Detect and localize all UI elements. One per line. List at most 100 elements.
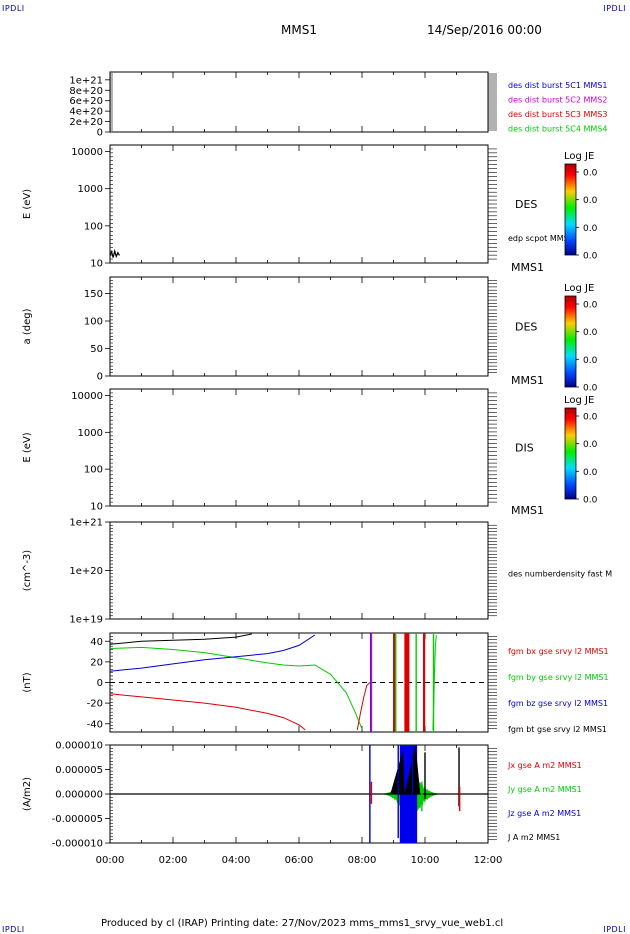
distribution-burst-frame [109,71,489,133]
magnetic-field-series-line [109,633,252,645]
current-density-ylabel: (A/m2) [22,777,33,811]
density-ytick-label: 1e+21 [69,518,103,529]
des-energy-spacecraft-label: MMS1 [511,261,544,274]
des-pitch-ytick-label: 50 [90,344,103,355]
des-pitch-colorbar-tick-label: 0.0 [583,328,598,338]
time-tick-label: 00:00 [96,855,125,866]
density-ytick-label: 1e+20 [69,566,103,577]
des-energy-colorbar-title: Log JE [564,151,594,162]
des-energy-colorbar-tick-label: 0.0 [583,196,598,206]
density-ytick-label: 1e+19 [69,615,103,626]
density-ylabel: (cm^-3) [22,550,33,591]
time-tick-label: 08:00 [348,855,377,866]
des-pitch-spacecraft-label: MMS1 [511,374,544,387]
time-tick-label: 10:00 [411,855,440,866]
current-density-ytick-label: 0.000005 [55,765,103,776]
dis-energy-colorbar [564,407,577,500]
density-legend-entry: des numberdensity fast M [508,570,612,579]
des-pitch-ylabel: a (deg) [22,308,33,344]
des-pitch-colorbar [564,295,577,388]
corner-tag-bottom-right: IPDLI [603,925,626,934]
time-tick-label: 06:00 [285,855,314,866]
des-energy-ytick-label: 1000 [78,184,103,195]
dis-energy-ytick-label: 1000 [78,428,103,439]
time-tick-label: 04:00 [222,855,251,866]
magnetic-field-legend-entry: fgm by gse srvy l2 MMS1 [508,673,609,682]
des-energy-frame [109,144,489,264]
dis-energy-instrument-label: DIS [515,442,534,455]
magnetic-field-legend-entry: fgm bz gse srvy l2 MMS1 [508,699,608,708]
distribution-burst-ytick-label: 1e+21 [69,75,103,86]
des-energy-ytick-label: 10 [90,259,103,270]
magnetic-field-series-line [109,646,363,730]
distribution-burst-ytick-label: 2e+20 [69,117,103,128]
current-density-ytick-label: -0.000005 [52,814,103,825]
des-pitch-colorbar-tick-label: 0.0 [583,301,598,311]
des-pitch-colorbar-title: Log JE [564,283,594,294]
distribution-burst-ytick-label: 0 [97,128,103,139]
magnetic-field-legend-entry: fgm bt gse srvy l2 MMS1 [508,725,607,734]
des-energy-colorbar-tick-label: 0.0 [583,224,598,234]
time-tick-label: 02:00 [159,855,188,866]
des-pitch-ytick-label: 100 [84,317,103,328]
des-energy-ytick-label: 10000 [71,147,103,158]
magnetic-field-ytick-label: 20 [90,657,103,668]
magnetic-field-ytick-label: -40 [87,719,103,730]
footer-credit: Produced by cl (IRAP) Printing date: 27/… [101,918,504,929]
current-density-ytick-label: 0.000010 [55,741,103,752]
des-energy-colorbar-tick-label: 0.0 [583,252,598,262]
magnetic-field-series-line [109,634,316,672]
dis-energy-frame [109,388,489,507]
magnetic-field-ylabel: (nT) [22,672,33,692]
distribution-burst-legend-entry: des dist burst 5C2 MMS2 [508,96,607,105]
dis-energy-colorbar-tick-label: 0.0 [583,440,598,450]
des-energy-scpot-line [109,248,120,259]
des-pitch-instrument-label: DES [515,321,537,334]
current-density-legend-entry: Jy gse A m2 MMS1 [507,785,582,794]
magnetic-field-ytick-label: 40 [90,637,103,648]
distribution-burst-ytick-label: 8e+20 [69,86,103,97]
dis-energy-ytick-label: 100 [84,465,103,476]
dis-energy-colorbar-tick-label: 0.0 [583,496,598,506]
current-density-ytick-label: -0.000010 [52,839,103,850]
magnetic-field-ytick-label: -20 [87,699,103,710]
des-pitch-ytick-label: 150 [84,289,103,300]
des-pitch-frame [109,276,489,377]
plot-date: 14/Sep/2016 00:00 [427,23,542,37]
corner-tag-top-right: IPDLI [603,4,626,13]
magnetic-field-series-line [356,682,371,730]
des-energy-colorbar [564,163,577,256]
current-density-legend-entry: J A m2 MMS1 [507,833,560,842]
time-tick-label: 12:00 [474,855,503,866]
distribution-burst-legend-entry: des dist burst 5C3 MMS3 [508,110,607,119]
dis-energy-colorbar-tick-label: 0.0 [583,413,598,423]
distribution-burst-legend-entry: des dist burst 5C4 MMS4 [508,125,607,134]
dis-energy-ytick-label: 10000 [71,391,103,402]
des-energy-ylabel: E (eV) [22,189,33,219]
density-frame [109,521,489,620]
current-density-ytick-label: 0.000000 [55,790,103,801]
des-pitch-colorbar-tick-label: 0.0 [583,384,598,394]
distribution-burst-legend-entry: des dist burst 5C1 MMS1 [508,81,607,90]
des-energy-overlay-legend: edp scpot MMS1 [508,234,574,243]
magnetic-field-series-line [109,693,306,731]
des-pitch-colorbar-tick-label: 0.0 [583,356,598,366]
magnetic-field-legend-entry: fgm bx gse srvy l2 MMS1 [508,647,609,656]
dis-energy-ylabel: E (eV) [22,432,33,462]
current-density-legend-entry: Jx gse A m2 MMS1 [507,761,582,770]
dis-energy-ytick-label: 10 [90,502,103,513]
current-density-legend-entry: Jz gse A m2 MMS1 [507,809,581,818]
des-energy-colorbar-tick-label: 0.0 [583,169,598,179]
corner-tag-top-left: IPDLI [2,4,25,13]
magnetic-field-ytick-label: 0 [97,678,103,689]
des-energy-ytick-label: 100 [84,221,103,232]
dis-energy-colorbar-tick-label: 0.0 [583,468,598,478]
des-energy-instrument-label: DES [515,198,537,211]
dis-energy-spacecraft-label: MMS1 [511,504,544,517]
des-pitch-ytick-label: 0 [97,372,103,383]
distribution-burst-ytick-label: 6e+20 [69,96,103,107]
corner-tag-bottom-left: IPDLI [2,925,25,934]
distribution-burst-ytick-label: 4e+20 [69,107,103,118]
dis-energy-colorbar-title: Log JE [564,395,594,406]
